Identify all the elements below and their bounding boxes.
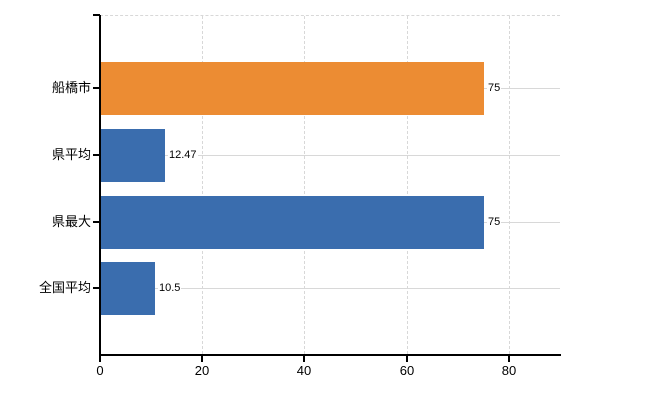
chart-bar [101,129,165,182]
vertical-gridline [304,16,305,354]
category-axis-label: 県最大 [51,214,91,229]
category-axis-label: 全国平均 [38,280,91,295]
category-axis-label: 県平均 [51,147,91,162]
x-axis-tick-label: 60 [399,363,415,378]
vertical-gridline [509,16,510,354]
x-axis-tick-label: 40 [296,363,312,378]
horizontal-gridline [101,288,560,289]
y-axis-line [99,15,101,355]
x-axis-tick-label: 0 [96,363,104,378]
chart-bar [101,62,484,115]
horizontal-gridline [101,155,560,156]
x-axis-tick-label: 20 [194,363,210,378]
chart-bar [101,196,484,249]
y-axis-tick [93,154,100,156]
x-axis-tick [303,356,305,362]
bar-value-label: 12.47 [168,148,198,162]
x-axis-tick [508,356,510,362]
chart-bar [101,262,155,315]
bar-value-label: 75 [487,215,502,229]
x-axis-line [99,354,561,356]
bar-value-label: 75 [487,81,502,95]
x-axis-tick [406,356,408,362]
y-axis-tick [93,221,100,223]
plot-top-border [100,15,560,16]
y-axis-top-tick [93,14,100,16]
x-axis-tick [201,356,203,362]
x-axis-tick [99,356,101,362]
vertical-gridline [407,16,408,354]
x-axis-tick-label: 80 [501,363,517,378]
bar-value-label: 10.5 [158,281,182,295]
y-axis-tick [93,287,100,289]
vertical-gridline [202,16,203,354]
y-axis-tick [93,87,100,89]
category-axis-label: 船橋市 [51,80,91,95]
